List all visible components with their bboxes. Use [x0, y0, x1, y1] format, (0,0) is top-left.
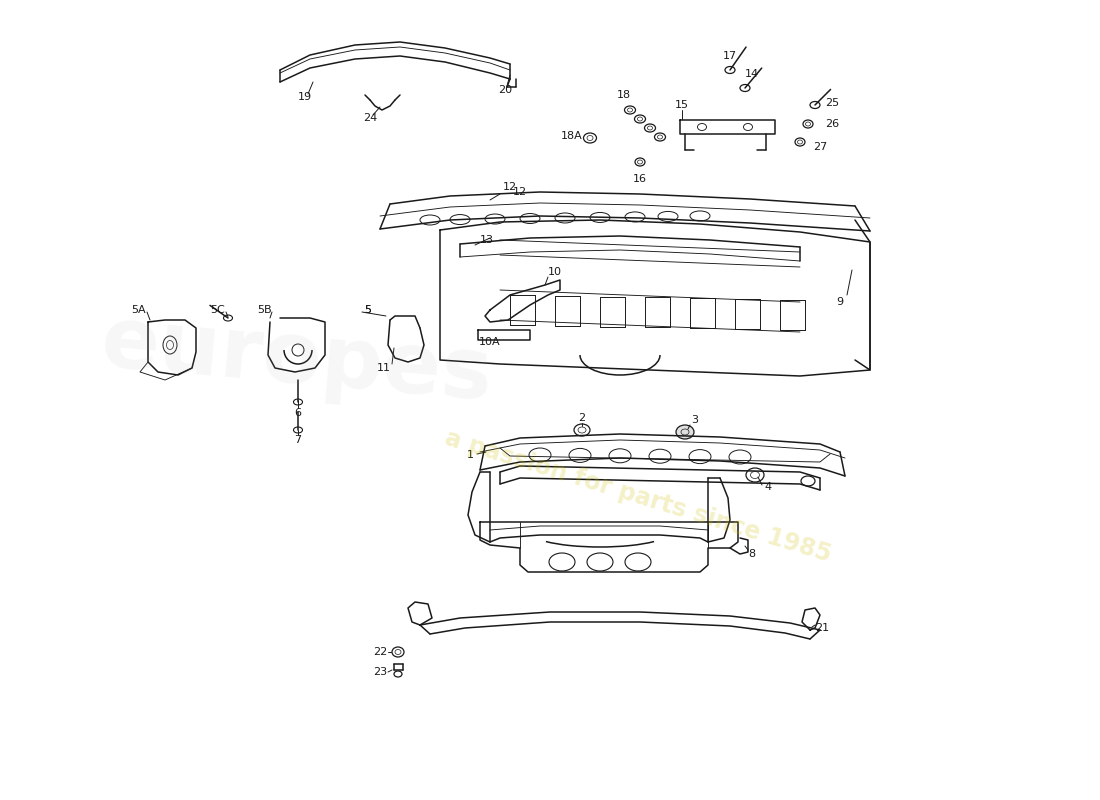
Text: 22: 22 — [373, 647, 387, 657]
Text: 5A: 5A — [131, 305, 145, 315]
Ellipse shape — [810, 102, 820, 109]
Ellipse shape — [294, 427, 302, 433]
Text: 17: 17 — [723, 51, 737, 61]
Text: 4: 4 — [764, 482, 771, 492]
Text: 15: 15 — [675, 100, 689, 110]
Text: 24: 24 — [363, 113, 377, 123]
Text: 12: 12 — [503, 182, 517, 192]
Text: 5: 5 — [364, 305, 372, 315]
Text: 19: 19 — [298, 92, 312, 102]
Text: 13: 13 — [480, 235, 494, 245]
Text: 5: 5 — [364, 305, 372, 315]
Text: 11: 11 — [377, 363, 390, 373]
Ellipse shape — [795, 138, 805, 146]
Text: 23: 23 — [373, 667, 387, 677]
Text: 3: 3 — [692, 415, 698, 425]
Text: europes: europes — [98, 302, 496, 418]
Text: 18: 18 — [617, 90, 631, 100]
Text: a passion for parts since 1985: a passion for parts since 1985 — [442, 426, 834, 566]
Ellipse shape — [223, 315, 232, 321]
Text: 25: 25 — [825, 98, 839, 108]
Text: 8: 8 — [748, 549, 756, 559]
Text: 26: 26 — [825, 119, 839, 129]
Ellipse shape — [725, 66, 735, 74]
Ellipse shape — [676, 425, 694, 439]
Text: 20: 20 — [498, 85, 513, 95]
Text: 21: 21 — [815, 623, 829, 633]
Ellipse shape — [294, 399, 302, 405]
Text: 5C: 5C — [210, 305, 225, 315]
Text: 18A: 18A — [561, 131, 583, 141]
Text: 14: 14 — [745, 69, 759, 79]
Ellipse shape — [740, 85, 750, 91]
Text: 16: 16 — [632, 174, 647, 184]
Text: 10A: 10A — [480, 337, 501, 347]
Text: 10: 10 — [548, 267, 562, 277]
Text: 6: 6 — [295, 408, 301, 418]
Text: 9: 9 — [836, 297, 844, 307]
Text: 7: 7 — [295, 435, 301, 445]
Text: 5B: 5B — [257, 305, 273, 315]
Ellipse shape — [635, 158, 645, 166]
Text: 12: 12 — [513, 187, 527, 197]
Text: 2: 2 — [579, 413, 585, 423]
Text: 27: 27 — [813, 142, 827, 152]
Text: 1: 1 — [466, 450, 473, 460]
